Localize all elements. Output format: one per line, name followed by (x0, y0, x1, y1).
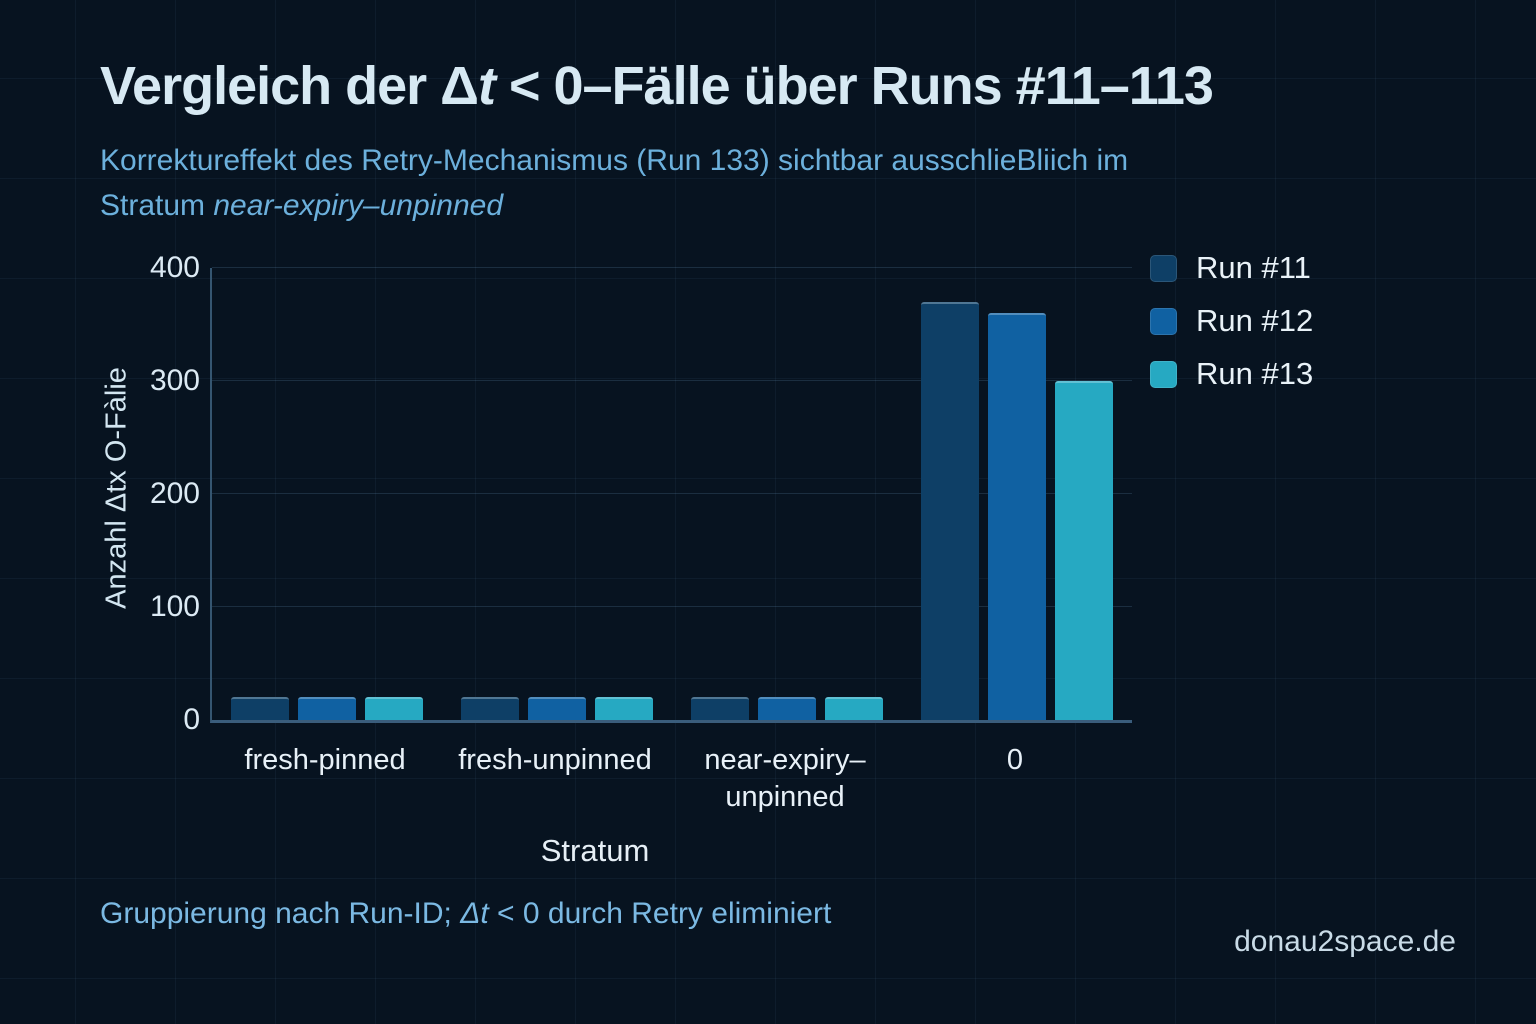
bar-run-11-fresh-pinned (231, 697, 289, 720)
subtitle-line-1: Korrektureffekt des Retry-Mechanismus (R… (100, 144, 1129, 177)
y-tick-label-200: 200 (149, 477, 200, 510)
bar-run-13-0 (1055, 381, 1113, 720)
watermark: donau2space.de (1234, 925, 1456, 958)
bar-run-13-fresh-unpinned (595, 697, 653, 720)
x-tick-label-fresh-unpinned: fresh-unpinned (458, 744, 652, 776)
legend-swatch-run-13 (1150, 360, 1177, 388)
gridline-200 (212, 493, 1132, 494)
legend-swatch-run-11 (1150, 254, 1177, 282)
bar-groups (212, 268, 1132, 720)
legend-item-run-12: Run #12 (1150, 303, 1313, 339)
legend-swatch-run-12 (1150, 307, 1177, 335)
chart-subtitle: Korrektureffekt des Retry-Mechanismus (R… (100, 138, 1128, 228)
chart-title-text: Vergleich der Δ (100, 56, 479, 116)
bar-run-12-0 (988, 313, 1046, 720)
y-tick-label-300: 300 (149, 364, 200, 397)
legend-label-run-13: Run #13 (1196, 356, 1314, 391)
y-tick-label-0: 0 (183, 703, 200, 736)
x-axis-title: Stratum (540, 833, 650, 868)
bar-run-12-near-expiry-unpinned (758, 697, 816, 720)
gridline-100 (212, 606, 1132, 607)
chart-title-text-2: < 0–Fälle über Runs #11–113 (494, 56, 1214, 116)
y-tick-label-100: 100 (149, 590, 200, 623)
bar-run-12-fresh-pinned (298, 697, 356, 720)
bar-group-0 (902, 268, 1132, 720)
subtitle-line-2-text: Stratum (100, 189, 214, 222)
x-tick-label-0: 0 (1006, 744, 1024, 776)
bar-run-11-0 (921, 301, 979, 720)
bar-run-13-fresh-pinned (365, 697, 423, 720)
footnote-text-2: < 0 durch Retry eliminiert (488, 897, 832, 930)
legend-item-run-11: Run #11 (1150, 250, 1313, 286)
bar-group-fresh-unpinned (442, 268, 672, 720)
footnote-italic: Δt (460, 897, 489, 930)
footnote-text: Gruppierung nach Run-ID; (100, 897, 461, 930)
subtitle-line-2-italic: near-expiry–unpinned (213, 189, 504, 222)
gridlines (212, 267, 1132, 720)
bar-run-13-near-expiry-unpinned (825, 697, 883, 720)
y-axis-ticks: 0 100 200 300 400 (108, 251, 200, 736)
bar-run-11-fresh-unpinned (461, 697, 519, 720)
footnote: Gruppierung nach Run-ID; Δt < 0 durch Re… (100, 897, 831, 931)
legend-item-run-13: Run #13 (1150, 356, 1313, 392)
x-tick-label-fresh-pinned: fresh-pinned (244, 744, 406, 776)
chart-title: Vergleich der Δt < 0–Fälle über Runs #11… (100, 55, 1214, 117)
chart-title-italic: t (477, 56, 496, 116)
legend: Run #11 Run #12 Run #13 (1150, 250, 1313, 392)
legend-label-run-12: Run #12 (1196, 303, 1314, 338)
x-tick-label-near-expiry-unpinned: near-expiry–unpinned (704, 744, 866, 813)
bar-run-11-near-expiry-unpinned (691, 697, 749, 720)
legend-label-run-11: Run #11 (1196, 250, 1311, 285)
subtitle-line-2: Stratum near-expiry–unpinned (100, 183, 1128, 228)
plot-area (210, 267, 1132, 723)
bar-group-near-expiry-unpinned (672, 268, 902, 720)
x-axis-labels: fresh-pinned fresh-unpinned near-expiry–un… (210, 742, 1130, 832)
bar-run-12-fresh-unpinned (528, 697, 586, 720)
gridline-400 (212, 267, 1132, 268)
y-tick-label-400: 400 (149, 251, 200, 284)
gridline-300 (212, 380, 1132, 381)
bar-group-fresh-pinned (212, 268, 442, 720)
